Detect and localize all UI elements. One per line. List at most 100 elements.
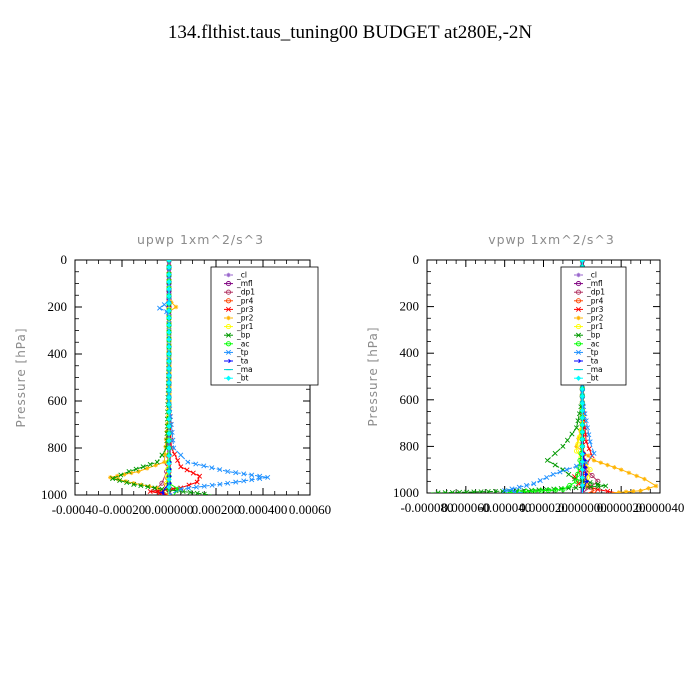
y-tick-label: 600 (400, 392, 420, 407)
legend-marker (226, 272, 231, 278)
series-point-bp (569, 431, 575, 437)
series-point-dp1 (159, 480, 165, 486)
series-point-bp (140, 464, 146, 470)
legend-marker (225, 324, 232, 330)
series-point-bt (166, 380, 172, 386)
series-point-tp (193, 461, 199, 467)
series-point-bp (464, 489, 470, 493)
series-point-pr3 (586, 446, 592, 452)
series-point-bt (579, 386, 585, 392)
series-point-pr2 (642, 476, 647, 482)
legend-label: _ma (236, 365, 253, 374)
series-point-pr2 (638, 488, 643, 493)
series-point-bt (579, 459, 585, 465)
series-point-pr3 (190, 470, 196, 476)
series-point-bt (166, 344, 172, 350)
series-point-bt (166, 260, 172, 263)
series-point-ac (545, 487, 551, 493)
series-point-tp (186, 485, 192, 491)
legend-label: _bt (586, 374, 599, 383)
series-point-bt (579, 436, 585, 442)
series-point-bp (478, 489, 484, 493)
series-point-tp (185, 459, 191, 465)
series-point-dp1 (595, 478, 601, 484)
x-tick-label: 0.000020 (597, 500, 646, 515)
legend-label: _bp (586, 331, 601, 340)
series-point-pr2 (585, 453, 591, 458)
figure-title: 134.flthist.taus_tuning00 BUDGET at280E,… (167, 22, 533, 43)
series-point-tp (209, 465, 215, 471)
series-point-pr3 (157, 490, 163, 495)
series-point-tp (171, 445, 177, 451)
series-point-bt (579, 451, 585, 457)
series-point-bp (201, 491, 207, 495)
legend: _cl_mfl_dp1_pr4_pr3_pr2_pr1_bp_ac_tp_ta_… (210, 266, 319, 386)
series-point-bt (166, 394, 172, 401)
series-point-tp (557, 469, 563, 475)
series-point-ac (516, 489, 522, 493)
series-point-tp (241, 478, 247, 484)
series-point-bp (573, 425, 580, 431)
series-point-bt (166, 300, 172, 307)
y-axis-title: Pressure [hPa] (14, 327, 28, 427)
series-point-pr2 (129, 470, 134, 476)
series-point-bt (166, 387, 172, 393)
series-point-bp (147, 461, 153, 467)
series-point-tp (166, 260, 172, 263)
series-point-bp (588, 484, 594, 490)
series-point-bt (579, 443, 585, 450)
y-tick-label: 0 (61, 252, 68, 267)
series-point-pr2 (631, 489, 636, 493)
series-point-bt (166, 264, 172, 270)
series-point-bt (579, 422, 585, 428)
x-tick-label: 0.000400 (239, 502, 288, 517)
series-point-pr3 (178, 464, 184, 470)
series-point-bt (166, 373, 172, 379)
chart-panel-1: upwp 1xm^2/s^3 Pressure [hPa] 0 200 400 600 80… (14, 232, 331, 517)
series-point-ta (582, 465, 588, 470)
series-point-tp (516, 484, 522, 490)
series-point-tp (573, 463, 580, 469)
series-point-tp (502, 488, 508, 493)
series-point-bp (118, 472, 124, 478)
series-point-pr2 (646, 486, 651, 491)
x-tick-label: 0.000040 (636, 500, 685, 515)
series-point-bt (579, 474, 585, 481)
series-point-pr2 (155, 485, 160, 491)
series-point-bt (166, 423, 172, 429)
legend-marker (575, 306, 582, 312)
series-point-pr2 (616, 490, 621, 493)
series-point-tp (564, 467, 570, 473)
series-point-pr3 (184, 467, 190, 473)
series-point-tp (201, 483, 207, 489)
legend-box (210, 266, 319, 386)
x-tick-label: 0.00060 (289, 502, 331, 517)
legend-label: _pr3 (586, 305, 604, 314)
legend-marker (225, 341, 232, 347)
series-point-ac (573, 478, 580, 484)
series-point-bt (579, 467, 585, 473)
series-point-bt (166, 307, 172, 314)
y-tick-label: 600 (48, 393, 68, 408)
series-point-pr2 (591, 458, 597, 463)
series-point-tp (170, 437, 176, 443)
series-point-bp (552, 450, 558, 456)
series-point-bt (166, 430, 172, 437)
series-point-tp (537, 478, 543, 484)
series-point-bt (166, 358, 172, 364)
series-point-bp (154, 459, 160, 465)
series-point-tp (544, 474, 550, 480)
series-point-tp (523, 482, 530, 488)
legend-marker (576, 272, 581, 278)
legend-marker (575, 324, 582, 330)
series-point-bt (579, 400, 585, 407)
series-point-bp (560, 443, 566, 449)
panel-title: vpwp 1xm^2/s^3 (488, 232, 615, 247)
legend-label: _cl (236, 271, 247, 280)
series-point-tp (193, 484, 199, 490)
series-point-bt (579, 407, 585, 414)
series-point-dp1 (589, 472, 595, 479)
series-point-pr2 (115, 473, 120, 479)
series-point-ac (567, 482, 573, 488)
series-point-bp (575, 418, 581, 424)
